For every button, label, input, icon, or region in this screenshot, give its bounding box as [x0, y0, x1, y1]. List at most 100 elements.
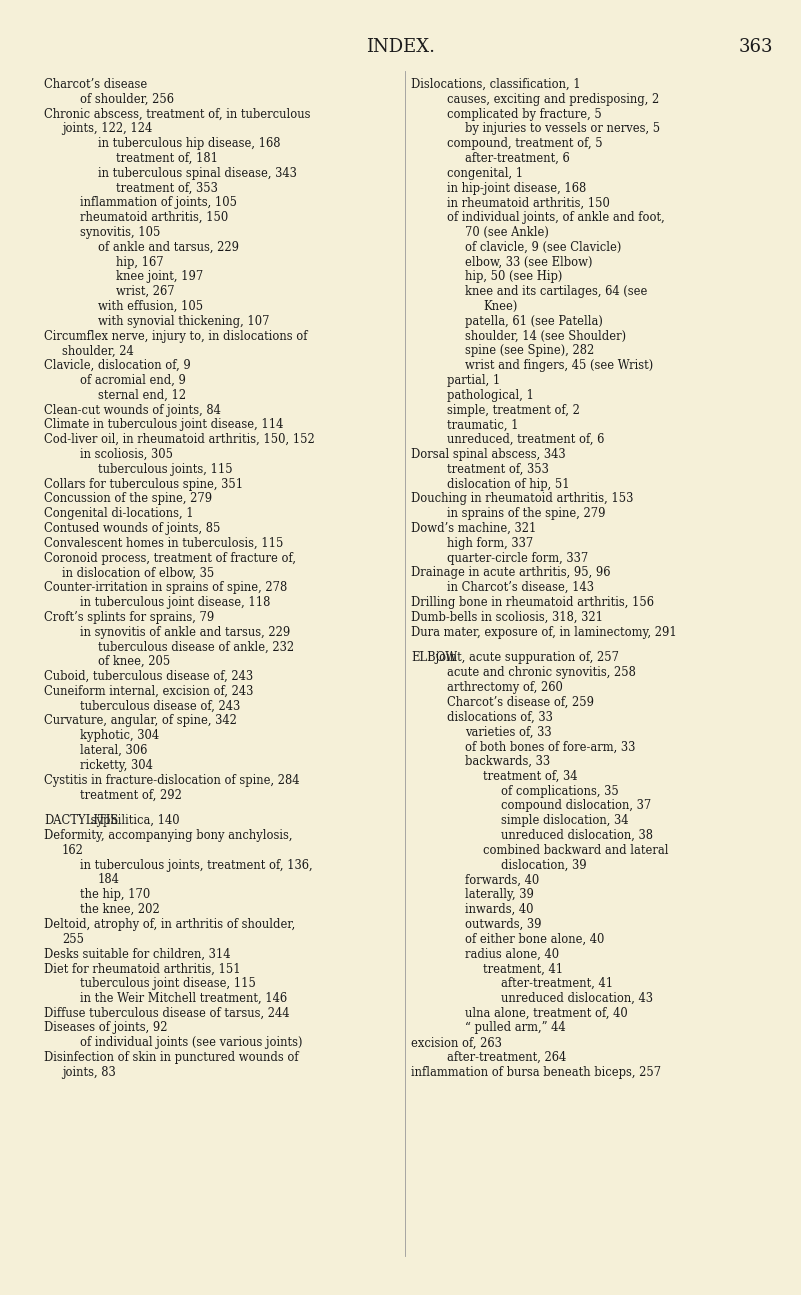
Text: unreduced, treatment of, 6: unreduced, treatment of, 6 [447, 434, 604, 447]
Text: Diet for rheumatoid arthritis, 151: Diet for rheumatoid arthritis, 151 [44, 962, 240, 975]
Text: wrist and fingers, 45 (see Wrist): wrist and fingers, 45 (see Wrist) [465, 359, 653, 372]
Text: Drainage in acute arthritis, 95, 96: Drainage in acute arthritis, 95, 96 [411, 566, 610, 579]
Text: of complications, 35: of complications, 35 [501, 785, 618, 798]
Text: tuberculous disease of ankle, 232: tuberculous disease of ankle, 232 [98, 641, 294, 654]
Text: hip, 50 (see Hip): hip, 50 (see Hip) [465, 271, 562, 284]
Text: acute and chronic synovitis, 258: acute and chronic synovitis, 258 [447, 667, 636, 680]
Text: Deltoid, atrophy of, in arthritis of shoulder,: Deltoid, atrophy of, in arthritis of sho… [44, 918, 296, 931]
Text: Diffuse tuberculous disease of tarsus, 244: Diffuse tuberculous disease of tarsus, 2… [44, 1006, 289, 1019]
Text: rheumatoid arthritis, 150: rheumatoid arthritis, 150 [80, 211, 228, 224]
Text: the hip, 170: the hip, 170 [80, 888, 151, 901]
Text: knee and its cartilages, 64 (see: knee and its cartilages, 64 (see [465, 285, 647, 298]
Text: of either bone alone, 40: of either bone alone, 40 [465, 932, 604, 945]
Text: compound dislocation, 37: compound dislocation, 37 [501, 799, 651, 812]
Text: of shoulder, 256: of shoulder, 256 [80, 93, 174, 106]
Text: by injuries to vessels or nerves, 5: by injuries to vessels or nerves, 5 [465, 123, 660, 136]
Text: in hip-joint disease, 168: in hip-joint disease, 168 [447, 181, 586, 194]
Text: elbow, 33 (see Elbow): elbow, 33 (see Elbow) [465, 255, 593, 268]
Text: shoulder, 14 (see Shoulder): shoulder, 14 (see Shoulder) [465, 330, 626, 343]
Text: dislocation of hip, 51: dislocation of hip, 51 [447, 478, 570, 491]
Text: Climate in tuberculous joint disease, 114: Climate in tuberculous joint disease, 11… [44, 418, 284, 431]
Text: joints, 83: joints, 83 [62, 1066, 116, 1079]
Text: Dumb-bells in scoliosis, 318, 321: Dumb-bells in scoliosis, 318, 321 [411, 611, 603, 624]
Text: of individual joints (see various joints): of individual joints (see various joints… [80, 1036, 303, 1049]
Text: unreduced dislocation, 38: unreduced dislocation, 38 [501, 829, 653, 842]
Text: in scoliosis, 305: in scoliosis, 305 [80, 448, 173, 461]
Text: partial, 1: partial, 1 [447, 374, 500, 387]
Text: traumatic, 1: traumatic, 1 [447, 418, 518, 431]
Text: Croft’s splints for sprains, 79: Croft’s splints for sprains, 79 [44, 611, 215, 624]
Text: inflammation of bursa beneath biceps, 257: inflammation of bursa beneath biceps, 25… [411, 1066, 661, 1079]
Text: after-treatment, 41: after-treatment, 41 [501, 978, 613, 991]
Text: after-treatment, 6: after-treatment, 6 [465, 152, 570, 164]
Text: after-treatment, 264: after-treatment, 264 [447, 1052, 566, 1064]
Text: Chronic abscess, treatment of, in tuberculous: Chronic abscess, treatment of, in tuberc… [44, 107, 311, 120]
Text: unreduced dislocation, 43: unreduced dislocation, 43 [501, 992, 653, 1005]
Text: DACTYLITIS: DACTYLITIS [44, 815, 119, 828]
Text: “ pulled arm,” 44: “ pulled arm,” 44 [465, 1022, 566, 1035]
Text: tuberculous joint disease, 115: tuberculous joint disease, 115 [80, 978, 256, 991]
Text: 70 (see Ankle): 70 (see Ankle) [465, 227, 549, 240]
Text: knee joint, 197: knee joint, 197 [116, 271, 203, 284]
Text: syphilitica, 140: syphilitica, 140 [87, 815, 180, 828]
Text: in rheumatoid arthritis, 150: in rheumatoid arthritis, 150 [447, 197, 610, 210]
Text: of both bones of fore-arm, 33: of both bones of fore-arm, 33 [465, 741, 635, 754]
Text: Curvature, angular, of spine, 342: Curvature, angular, of spine, 342 [44, 715, 237, 728]
Text: Charcot’s disease of, 259: Charcot’s disease of, 259 [447, 695, 594, 708]
Text: radius alone, 40: radius alone, 40 [465, 948, 559, 961]
Text: simple dislocation, 34: simple dislocation, 34 [501, 815, 629, 828]
Text: Desks suitable for children, 314: Desks suitable for children, 314 [44, 948, 231, 961]
Text: ELBOW: ELBOW [411, 651, 457, 664]
Text: ulna alone, treatment of, 40: ulna alone, treatment of, 40 [465, 1006, 628, 1019]
Text: treatment of, 34: treatment of, 34 [483, 771, 578, 783]
Text: Counter-irritation in sprains of spine, 278: Counter-irritation in sprains of spine, … [44, 581, 288, 594]
Text: Deformity, accompanying bony anchylosis,: Deformity, accompanying bony anchylosis, [44, 829, 292, 842]
Text: spine (see Spine), 282: spine (see Spine), 282 [465, 344, 594, 357]
Text: Douching in rheumatoid arthritis, 153: Douching in rheumatoid arthritis, 153 [411, 492, 634, 505]
Text: in tuberculous hip disease, 168: in tuberculous hip disease, 168 [98, 137, 280, 150]
Text: Concussion of the spine, 279: Concussion of the spine, 279 [44, 492, 212, 505]
Text: in synovitis of ankle and tarsus, 229: in synovitis of ankle and tarsus, 229 [80, 625, 290, 638]
Text: treatment of, 292: treatment of, 292 [80, 789, 182, 802]
Text: the knee, 202: the knee, 202 [80, 903, 160, 916]
Text: laterally, 39: laterally, 39 [465, 888, 533, 901]
Text: tuberculous disease of, 243: tuberculous disease of, 243 [80, 699, 240, 712]
Text: causes, exciting and predisposing, 2: causes, exciting and predisposing, 2 [447, 93, 659, 106]
Text: of knee, 205: of knee, 205 [98, 655, 171, 668]
Text: quarter-circle form, 337: quarter-circle form, 337 [447, 552, 588, 565]
Text: Disinfection of skin in punctured wounds of: Disinfection of skin in punctured wounds… [44, 1052, 299, 1064]
Text: Cystitis in fracture-dislocation of spine, 284: Cystitis in fracture-dislocation of spin… [44, 773, 300, 786]
Text: treatment of, 353: treatment of, 353 [447, 462, 549, 475]
Text: Charcot’s disease: Charcot’s disease [44, 78, 147, 91]
Text: lateral, 306: lateral, 306 [80, 745, 147, 758]
Text: arthrectomy of, 260: arthrectomy of, 260 [447, 681, 563, 694]
Text: Coronoid process, treatment of fracture of,: Coronoid process, treatment of fracture … [44, 552, 296, 565]
Text: tuberculous joints, 115: tuberculous joints, 115 [98, 462, 232, 475]
Text: joint, acute suppuration of, 257: joint, acute suppuration of, 257 [433, 651, 619, 664]
Text: Drilling bone in rheumatoid arthritis, 156: Drilling bone in rheumatoid arthritis, 1… [411, 596, 654, 609]
Text: pathological, 1: pathological, 1 [447, 388, 533, 401]
Text: 363: 363 [739, 38, 773, 56]
Text: shoulder, 24: shoulder, 24 [62, 344, 134, 357]
Text: Clean-cut wounds of joints, 84: Clean-cut wounds of joints, 84 [44, 404, 221, 417]
Text: patella, 61 (see Patella): patella, 61 (see Patella) [465, 315, 603, 328]
Text: in tuberculous joints, treatment of, 136,: in tuberculous joints, treatment of, 136… [80, 859, 312, 872]
Text: high form, 337: high form, 337 [447, 537, 533, 550]
Text: Cod-liver oil, in rheumatoid arthritis, 150, 152: Cod-liver oil, in rheumatoid arthritis, … [44, 434, 315, 447]
Text: Dura mater, exposure of, in laminectomy, 291: Dura mater, exposure of, in laminectomy,… [411, 625, 677, 638]
Text: of clavicle, 9 (see Clavicle): of clavicle, 9 (see Clavicle) [465, 241, 622, 254]
Text: 184: 184 [98, 874, 120, 887]
Text: Dislocations, classification, 1: Dislocations, classification, 1 [411, 78, 581, 91]
Text: congenital, 1: congenital, 1 [447, 167, 523, 180]
Text: of individual joints, of ankle and foot,: of individual joints, of ankle and foot, [447, 211, 665, 224]
Text: sternal end, 12: sternal end, 12 [98, 388, 186, 401]
Text: Collars for tuberculous spine, 351: Collars for tuberculous spine, 351 [44, 478, 244, 491]
Text: Cuboid, tuberculous disease of, 243: Cuboid, tuberculous disease of, 243 [44, 670, 253, 682]
Text: dislocations of, 33: dislocations of, 33 [447, 711, 553, 724]
Text: 255: 255 [62, 932, 84, 945]
Text: 162: 162 [62, 844, 84, 857]
Text: in the Weir Mitchell treatment, 146: in the Weir Mitchell treatment, 146 [80, 992, 288, 1005]
Text: treatment, 41: treatment, 41 [483, 962, 563, 975]
Text: Cuneiform internal, excision of, 243: Cuneiform internal, excision of, 243 [44, 685, 253, 698]
Text: kyphotic, 304: kyphotic, 304 [80, 729, 159, 742]
